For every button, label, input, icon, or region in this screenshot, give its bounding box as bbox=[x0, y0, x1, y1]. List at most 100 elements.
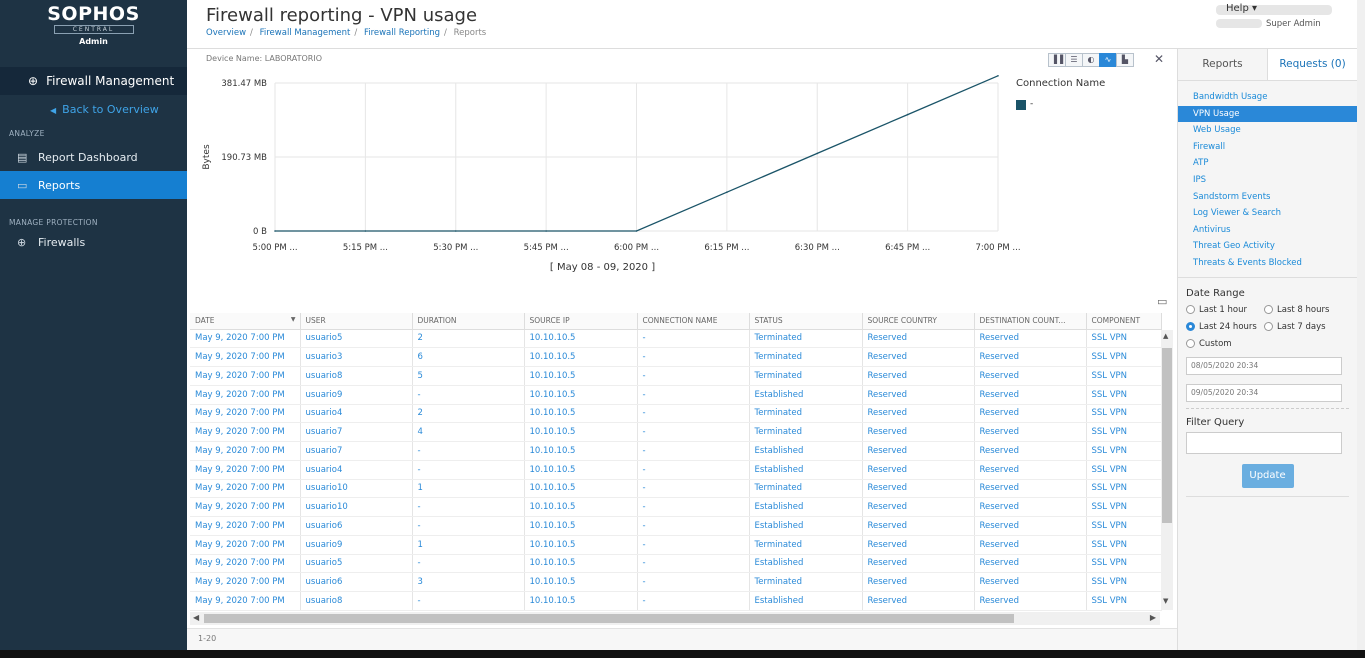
reports-icon: ▭ bbox=[17, 178, 28, 192]
radio-last-7-days[interactable]: Last 7 days bbox=[1264, 322, 1326, 332]
table-cell: - bbox=[637, 441, 750, 461]
report-link[interactable]: Bandwidth Usage bbox=[1193, 92, 1268, 102]
area-chart-icon[interactable]: ▙ bbox=[1116, 53, 1134, 67]
globe-icon: ⊕ bbox=[28, 74, 39, 88]
column-header[interactable]: DATE ▼ bbox=[190, 313, 301, 330]
table-row[interactable]: May 9, 2020 7:00 PM usuario4-10.10.10.5- E… bbox=[190, 460, 1162, 480]
radio-last-8-hours[interactable]: Last 8 hours bbox=[1264, 305, 1329, 315]
table-row[interactable]: May 9, 2020 7:00 PM usuario6-10.10.10.5- E… bbox=[190, 516, 1162, 536]
nav-heading-analyze: ANALYZE bbox=[9, 129, 45, 138]
table-cell: 10.10.10.5 bbox=[524, 591, 638, 611]
table-row[interactable]: May 9, 2020 7:00 PM usuario9 1 10.10.10.5- T… bbox=[190, 535, 1162, 555]
legend-swatch bbox=[1016, 100, 1026, 110]
radio-last-24-hours[interactable]: Last 24 hours bbox=[1186, 322, 1257, 332]
table-row[interactable]: May 9, 2020 7:00 PM usuario5-10.10.10.5- E… bbox=[190, 554, 1162, 574]
table-row[interactable]: May 9, 2020 7:00 PM usuario8 5 10.10.10.5- T… bbox=[190, 366, 1162, 386]
y-axis-label: Bytes bbox=[202, 144, 212, 170]
scroll-up-icon[interactable]: ▲ bbox=[1163, 332, 1169, 340]
nav-item-firewalls[interactable]: ⊕ Firewalls bbox=[0, 228, 187, 256]
horizontal-bar-icon[interactable]: ☰ bbox=[1065, 53, 1083, 67]
x-tick-label: 5:45 PM ... bbox=[524, 243, 569, 253]
update-button[interactable]: Update bbox=[1241, 463, 1294, 488]
table-row[interactable]: May 9, 2020 7:00 PM usuario10 1 10.10.10.5-… bbox=[190, 479, 1162, 499]
report-link[interactable]: Web Usage bbox=[1193, 125, 1241, 136]
report-link[interactable]: Log Viewer & Search bbox=[1193, 208, 1282, 219]
column-header[interactable]: USER bbox=[300, 313, 413, 330]
sort-desc-icon[interactable]: ▼ bbox=[290, 316, 296, 324]
table-row[interactable]: May 9, 2020 7:00 PM usuario6 3 10.10.10.5- T… bbox=[190, 572, 1162, 592]
scroll-left-icon[interactable]: ◀ bbox=[193, 613, 200, 622]
user-role[interactable]: Super Admin bbox=[1266, 19, 1321, 29]
tools-icon[interactable]: ✕ bbox=[1154, 52, 1165, 66]
table-cell: 10.10.10.5 bbox=[524, 329, 638, 349]
table-row[interactable]: May 9, 2020 7:00 PM usuario3 6 10.10.10.5- T… bbox=[190, 347, 1162, 367]
radio-last-1-hour[interactable]: Last 1 hour bbox=[1186, 305, 1247, 315]
column-header[interactable]: CONNECTION NAME bbox=[637, 313, 750, 330]
column-header[interactable]: DURATION bbox=[412, 313, 525, 330]
table-horizontal-scrollbar[interactable]: ◀ ▶ bbox=[190, 612, 1160, 625]
page-scrollbar[interactable] bbox=[1357, 0, 1365, 650]
section-firewall-management[interactable]: ⊕ Firewall Management bbox=[0, 67, 187, 95]
radio-dot bbox=[1264, 305, 1273, 315]
report-side-panel: Reports Requests (0) Bandwidth Usage VPN … bbox=[1177, 49, 1357, 650]
table-cell: 4 bbox=[412, 422, 525, 442]
column-header[interactable]: SOURCE COUNTRY bbox=[862, 313, 975, 330]
report-link[interactable]: Firewall bbox=[1193, 141, 1226, 152]
tab-requests[interactable]: Requests (0) bbox=[1267, 49, 1357, 80]
radio-custom[interactable]: Custom bbox=[1186, 339, 1232, 349]
table-vertical-scrollbar[interactable]: ▲ ▼ bbox=[1161, 330, 1173, 610]
table-row[interactable]: May 9, 2020 7:00 PM usuario5 2 10.10.10.5- T… bbox=[190, 329, 1162, 349]
column-header[interactable]: STATUS bbox=[749, 313, 863, 330]
nav-item-report-dashboard[interactable]: ▤ Report Dashboard bbox=[0, 143, 187, 171]
series-point bbox=[454, 230, 457, 232]
table-cell: usuario5 bbox=[300, 554, 413, 574]
scrollbar-thumb[interactable] bbox=[1162, 348, 1172, 523]
table-cell: SSL VPN bbox=[1086, 460, 1162, 480]
table-row[interactable]: May 9, 2020 7:00 PM usuario9-10.10.10.5- E… bbox=[190, 385, 1162, 405]
table-row[interactable]: May 9, 2020 7:00 PM usuario7 4 10.10.10.5- T… bbox=[190, 422, 1162, 442]
nav-item-reports[interactable]: ▭ Reports bbox=[0, 171, 187, 199]
line-chart-icon[interactable]: ∿ bbox=[1099, 53, 1117, 67]
sophos-logo[interactable]: SOPHOS CENTRAL Admin bbox=[0, 4, 187, 46]
pie-chart-icon[interactable]: ◐ bbox=[1082, 53, 1100, 67]
column-header[interactable]: DESTINATION COUNT... bbox=[974, 313, 1087, 330]
help-menu[interactable]: Help ▾ bbox=[1226, 3, 1257, 14]
date-from-field[interactable]: 08/05/2020 20:34 bbox=[1186, 356, 1342, 375]
back-to-overview-link[interactable]: ◀ Back to Overview bbox=[0, 103, 187, 119]
table-row[interactable]: May 9, 2020 7:00 PM usuario8-10.10.10.5- E… bbox=[190, 591, 1162, 611]
table-cell: - bbox=[637, 460, 750, 480]
table-cell: - bbox=[637, 366, 750, 386]
table-cell: Established bbox=[749, 497, 863, 517]
date-to-field[interactable]: 09/05/2020 20:34 bbox=[1186, 383, 1342, 402]
report-link[interactable]: IPS bbox=[1193, 174, 1207, 185]
breadcrumb-firewall-management[interactable]: Firewall Management bbox=[259, 28, 351, 38]
table-row[interactable]: May 9, 2020 7:00 PM usuario4 2 10.10.10.5- T… bbox=[190, 404, 1162, 424]
scroll-down-icon[interactable]: ▼ bbox=[1163, 597, 1169, 605]
table-cell: 5 bbox=[412, 366, 525, 386]
table-cell: usuario9 bbox=[300, 535, 413, 555]
table-row[interactable]: May 9, 2020 7:00 PM usuario10-10.10.10.5-… bbox=[190, 497, 1162, 517]
nav-item-label: Reports bbox=[38, 178, 81, 192]
column-header-label: COMPONENT bbox=[1091, 316, 1141, 326]
report-link[interactable]: VPN Usage bbox=[1178, 105, 1357, 123]
table-settings-icon[interactable]: ▭ bbox=[1157, 295, 1168, 308]
column-header[interactable]: SOURCE IP bbox=[524, 313, 638, 330]
breadcrumb-firewall-reporting[interactable]: Firewall Reporting bbox=[363, 28, 441, 38]
table-row[interactable]: May 9, 2020 7:00 PM usuario7-10.10.10.5- E… bbox=[190, 441, 1162, 461]
tab-reports[interactable]: Reports bbox=[1202, 58, 1243, 70]
breadcrumb-overview[interactable]: Overview bbox=[206, 28, 247, 38]
bar-chart-icon[interactable]: ▐▐ bbox=[1048, 53, 1066, 67]
x-tick-label: 6:15 PM ... bbox=[704, 243, 749, 253]
scrollbar-thumb[interactable] bbox=[204, 614, 1014, 623]
column-header[interactable]: COMPONENT bbox=[1086, 313, 1162, 330]
filter-query-input[interactable] bbox=[1186, 431, 1342, 454]
scroll-right-icon[interactable]: ▶ bbox=[1149, 613, 1156, 622]
report-link[interactable]: Antivirus bbox=[1193, 224, 1231, 235]
column-header-label: STATUS bbox=[754, 316, 783, 326]
report-link[interactable]: Threat Geo Activity bbox=[1193, 241, 1275, 252]
report-link[interactable]: Threats & Events Blocked bbox=[1193, 257, 1302, 268]
report-link[interactable]: Sandstorm Events bbox=[1193, 191, 1271, 202]
report-link[interactable]: ATP bbox=[1193, 158, 1209, 169]
table-cell: Reserved bbox=[862, 366, 975, 386]
series-point bbox=[635, 230, 638, 232]
